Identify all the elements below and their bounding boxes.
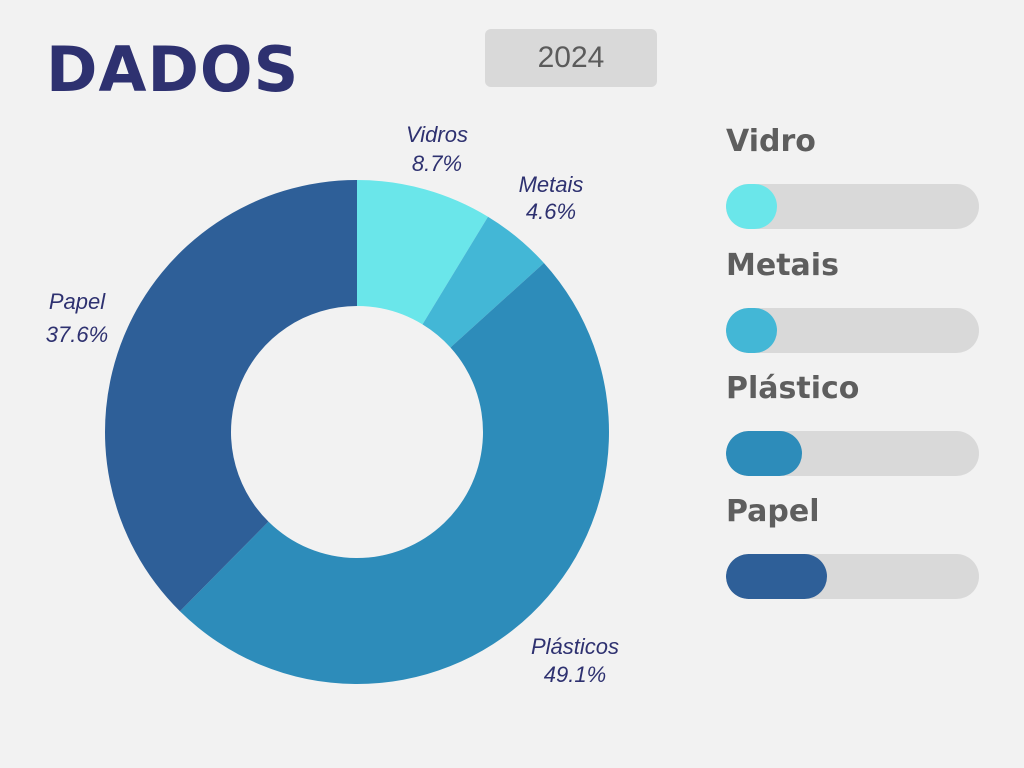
page-title: DADOS xyxy=(46,33,300,106)
legend-bar-fill xyxy=(726,308,777,353)
legend-item-plastico: Plástico xyxy=(726,367,979,476)
legend-bar-fill xyxy=(726,554,828,599)
legend-label: Vidro xyxy=(726,124,816,159)
slice-value-label: 4.6% xyxy=(526,199,576,224)
donut-slice-papel xyxy=(104,180,357,612)
legend-bar-fill xyxy=(726,431,802,476)
legend-bar-track xyxy=(726,554,979,599)
slice-value-label: 49.1% xyxy=(544,662,606,687)
legend-item-metais: Metais xyxy=(726,244,979,353)
donut-slice-metais xyxy=(422,216,544,348)
slice-label: Metais xyxy=(519,172,584,197)
slice-label: Plásticos xyxy=(531,634,619,659)
legend-bar-track xyxy=(726,431,979,476)
legend-bar-fill xyxy=(726,184,777,229)
legend-label: Papel xyxy=(726,494,820,529)
slice-label: Papel xyxy=(49,289,106,314)
slice-value-label: 37.6% xyxy=(46,322,108,347)
legend-label: Metais xyxy=(726,248,839,283)
donut-slice-vidros xyxy=(357,180,488,325)
legend-bar-track xyxy=(726,184,979,229)
donut-slice-plásticos xyxy=(179,262,610,685)
slice-label: Vidros xyxy=(406,122,468,147)
legend-item-papel: Papel xyxy=(726,490,979,599)
legend-bar-track xyxy=(726,308,979,353)
year-badge: 2024 xyxy=(485,29,657,87)
slice-value-label: 8.7% xyxy=(412,151,462,176)
legend-item-vidro: Vidro xyxy=(726,120,979,229)
legend-label: Plástico xyxy=(726,371,860,406)
